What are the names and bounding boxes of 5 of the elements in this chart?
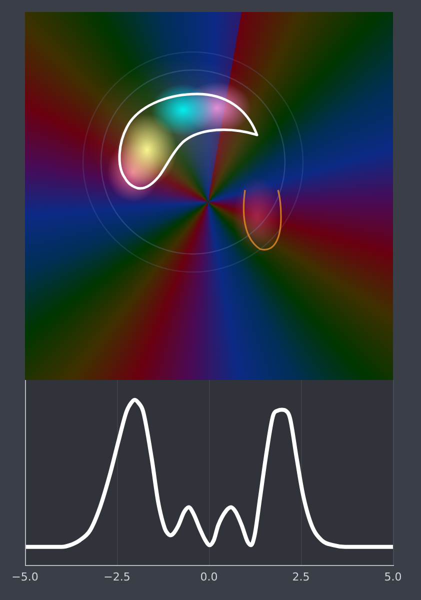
x-tick-label: −2.5 [104,570,130,584]
x-tick-label: −5.0 [12,570,38,584]
x-tick-label: 2.5 [292,570,310,584]
x-tick-label: 5.0 [384,570,402,584]
x-tick-label: 0.0 [200,570,218,584]
